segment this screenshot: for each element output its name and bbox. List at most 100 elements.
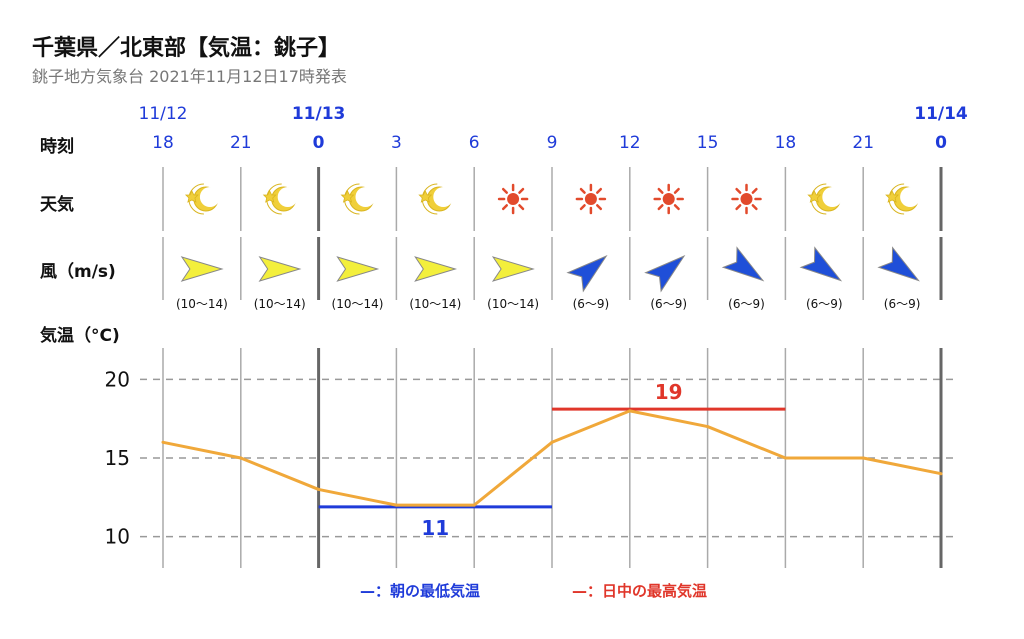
legend-max-temp: —：日中の最高気温 bbox=[572, 582, 708, 600]
y-tick-label: 20 bbox=[105, 367, 130, 391]
row-label-weather: 天気 bbox=[40, 194, 74, 215]
date-label: 11/13 bbox=[292, 104, 346, 124]
wind-arrow-shape bbox=[721, 246, 765, 282]
moon-shadow bbox=[433, 187, 454, 207]
hour-tick-label: 18 bbox=[152, 133, 174, 153]
moon-shadow bbox=[199, 187, 220, 207]
sun-ray bbox=[596, 204, 603, 211]
temperature-point bbox=[394, 503, 398, 507]
wind-range-label: (10〜14) bbox=[409, 297, 461, 311]
wind-arrow-icon bbox=[644, 255, 686, 293]
wind-arrow-icon bbox=[180, 256, 224, 282]
temperature-point bbox=[317, 487, 321, 491]
moon-crescent bbox=[188, 183, 204, 215]
temperature-point bbox=[628, 409, 632, 413]
wind-arrow-icon bbox=[877, 246, 920, 282]
sun-ray bbox=[735, 187, 742, 194]
hour-tick-label: 18 bbox=[775, 133, 797, 153]
star bbox=[340, 190, 355, 203]
y-tick-label: 10 bbox=[105, 525, 130, 549]
star bbox=[885, 190, 900, 203]
wind-arrow-shape bbox=[566, 255, 608, 293]
sun-icon bbox=[731, 183, 762, 215]
star bbox=[418, 190, 433, 203]
row-label-temp: 気温（°C) bbox=[39, 325, 120, 346]
hour-tick-label: 3 bbox=[391, 133, 402, 153]
moon-icon bbox=[418, 183, 454, 215]
page-title: 千葉県／北東部【気温：銚子】 bbox=[32, 36, 341, 61]
sun-ray bbox=[501, 204, 508, 211]
sun-icon bbox=[575, 183, 607, 215]
wind-arrow-shape bbox=[644, 255, 686, 293]
page-subtitle: 銚子地方気象台 2021年11月12日17時発表 bbox=[32, 67, 347, 86]
wind-arrow-shape bbox=[180, 256, 224, 282]
sun-core bbox=[584, 193, 597, 205]
moon-shadow bbox=[822, 187, 843, 207]
sun-icon bbox=[497, 183, 529, 215]
wind-arrow-shape bbox=[491, 256, 535, 282]
sun-core bbox=[507, 193, 520, 205]
sun-ray bbox=[596, 187, 603, 194]
moon-crescent bbox=[344, 183, 360, 215]
wind-range-label: (10〜14) bbox=[176, 297, 228, 311]
hour-tick-label: 0 bbox=[313, 133, 325, 153]
wind-range-label: (6〜9) bbox=[728, 297, 765, 311]
wind-range-label: (6〜9) bbox=[650, 297, 687, 311]
date-label: 11/12 bbox=[139, 104, 188, 124]
temperature-point bbox=[861, 456, 865, 460]
hour-tick-label: 9 bbox=[547, 133, 558, 153]
sun-ray bbox=[518, 204, 525, 211]
wind-arrow-shape bbox=[336, 256, 380, 282]
date-label: 11/14 bbox=[914, 104, 968, 124]
wind-range-label: (6〜9) bbox=[806, 297, 843, 311]
min-temp-label: 11 bbox=[421, 516, 449, 540]
wind-arrow-icon bbox=[336, 256, 380, 282]
star bbox=[807, 190, 822, 203]
temperature-point bbox=[939, 472, 943, 476]
hour-tick-label: 21 bbox=[852, 133, 874, 153]
moon-shadow bbox=[900, 187, 921, 207]
wind-arrow-icon bbox=[566, 255, 608, 293]
hour-tick-label: 0 bbox=[935, 133, 947, 153]
moon-shadow bbox=[277, 187, 298, 207]
moon-crescent bbox=[810, 183, 827, 215]
legend-min-temp: —：朝の最低気温 bbox=[360, 582, 481, 600]
moon-icon bbox=[807, 183, 843, 215]
sun-core bbox=[662, 193, 675, 205]
temperature-point bbox=[239, 456, 243, 460]
sun-ray bbox=[501, 187, 508, 194]
hour-tick-label: 12 bbox=[619, 133, 641, 153]
sun-ray bbox=[579, 204, 586, 211]
sun-ray bbox=[751, 187, 758, 194]
temperature-point bbox=[783, 456, 787, 460]
temperature-point bbox=[550, 440, 554, 444]
wind-range-label: (10〜14) bbox=[332, 297, 384, 311]
wind-arrow-shape bbox=[799, 246, 843, 282]
moon-shadow bbox=[355, 187, 376, 207]
sun-ray bbox=[673, 187, 680, 194]
hour-tick-label: 21 bbox=[230, 133, 252, 153]
wind-arrow-icon bbox=[799, 246, 843, 282]
moon-crescent bbox=[888, 183, 905, 215]
sun-ray bbox=[751, 204, 758, 211]
sun-ray bbox=[657, 187, 664, 194]
max-temp-label: 19 bbox=[655, 380, 683, 404]
row-label-time: 時刻 bbox=[40, 136, 74, 157]
wind-range-label: (6〜9) bbox=[573, 297, 610, 311]
wind-range-label: (10〜14) bbox=[487, 297, 539, 311]
wind-range-label: (10〜14) bbox=[254, 297, 306, 311]
y-tick-label: 15 bbox=[105, 446, 130, 470]
hour-tick-label: 6 bbox=[469, 133, 480, 153]
moon-crescent bbox=[421, 183, 438, 215]
moon-icon bbox=[885, 183, 921, 215]
wind-range-label: (6〜9) bbox=[884, 297, 921, 311]
wind-arrow-shape bbox=[258, 256, 302, 282]
sun-ray bbox=[579, 187, 586, 194]
wind-arrow-shape bbox=[877, 246, 920, 282]
temperature-point bbox=[161, 440, 165, 444]
row-label-wind: 風（m/s) bbox=[40, 261, 116, 282]
wind-arrow-shape bbox=[414, 256, 458, 282]
wind-arrow-icon bbox=[258, 256, 302, 282]
temperature-point bbox=[472, 503, 476, 507]
